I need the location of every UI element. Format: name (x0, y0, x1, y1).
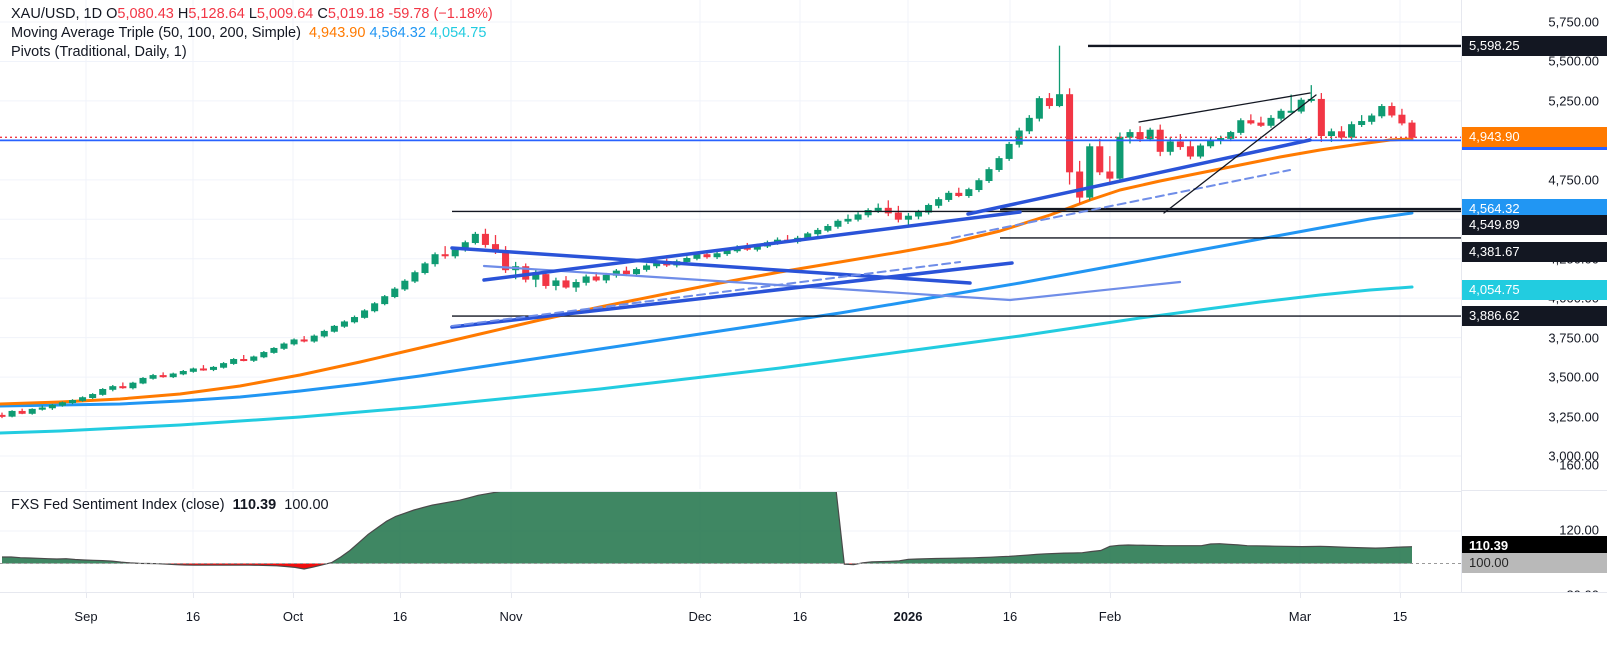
time-axis-tick-mark (1110, 593, 1111, 598)
price-axis-tick: 3,000.00 (1548, 448, 1599, 464)
legend-ma50-value: 4,943.90 (308, 25, 366, 41)
legend-close-value: 5,019.18 (327, 6, 385, 22)
sentiment-baseline-tag[interactable]: 100.00 (1462, 552, 1607, 573)
time-axis-label: Feb (1098, 609, 1122, 624)
legend-row-quote[interactable]: XAU/USD, 1D O5,080.43 H5,128.64 L5,009.6… (11, 5, 493, 24)
sentiment-series-svg (0, 492, 1462, 592)
legend-low-label: L (248, 6, 257, 22)
time-axis-label: 16 (185, 609, 201, 624)
time-axis-tick-mark (86, 593, 87, 598)
legend-row-moving-average[interactable]: Moving Average Triple (50, 100, 200, Sim… (11, 24, 493, 43)
legend-open-label: O (106, 6, 118, 22)
price-axis-tick: 5,750.00 (1548, 14, 1599, 30)
legend-high-label: H (177, 6, 189, 22)
price-axis[interactable]: 5,750.005,500.005,250.005,000.004,750.00… (1461, 0, 1607, 603)
legend-pivots-title[interactable]: Pivots (Traditional, Daily, 1) (11, 44, 187, 60)
sentiment-axis-tick: 160.00 (1559, 457, 1599, 473)
legend-high-value: 5,128.64 (188, 6, 245, 22)
legend-open-value: 5,080.43 (117, 6, 174, 22)
time-axis-label: 15 (1392, 609, 1408, 624)
price-axis-tag[interactable]: 4,381.67 (1462, 241, 1607, 262)
time-axis-tick-mark (293, 593, 294, 598)
legend-ma200-value: 4,054.75 (429, 25, 487, 41)
time-axis-tick-mark (1300, 593, 1301, 598)
time-axis-label: 16 (792, 609, 808, 624)
price-axis-tick: 3,750.00 (1548, 330, 1599, 346)
time-axis[interactable]: Sep 16 Oct 16 Nov Dec 16 2026 16 Feb Mar 15 (0, 592, 1607, 650)
time-axis-label: Mar (1288, 609, 1312, 624)
time-axis-tick-mark (1010, 593, 1011, 598)
time-axis-tick-mark (193, 593, 194, 598)
time-axis-label: Nov (499, 609, 523, 624)
time-axis-tick-mark (1400, 593, 1401, 598)
price-pane[interactable]: XAU/USD, 1D O5,080.43 H5,128.64 L5,009.6… (0, 0, 1607, 489)
price-axis-tag[interactable]: 4,564.32 (1462, 199, 1607, 220)
legend-low-value: 5,009.64 (256, 6, 314, 22)
sentiment-current-tag[interactable]: 110.39 (1462, 535, 1607, 556)
price-axis-tag[interactable]: 4,943.90 (1462, 127, 1607, 148)
time-axis-label: Dec (688, 609, 712, 624)
time-axis-label: Sep (74, 609, 98, 624)
sentiment-baseline: 100.00 (284, 497, 329, 513)
time-axis-tick-mark (800, 593, 801, 598)
chart-legend: XAU/USD, 1D O5,080.43 H5,128.64 L5,009.6… (11, 5, 493, 62)
price-axis-tick: 3,250.00 (1548, 409, 1599, 425)
time-axis-label: 16 (392, 609, 408, 624)
time-axis-tick-mark (700, 593, 701, 598)
sentiment-title[interactable]: FXS Fed Sentiment Index (close) (11, 497, 225, 513)
legend-change-percent: (−1.18%) (433, 6, 493, 22)
legend-symbol[interactable]: XAU/USD, 1D (11, 6, 103, 22)
price-axis-tag[interactable]: 5,598.25 (1462, 35, 1607, 56)
sentiment-axis-tick: 120.00 (1559, 522, 1599, 538)
sentiment-legend[interactable]: FXS Fed Sentiment Index (close) 110.39 1… (11, 497, 329, 513)
price-axis-pane-separator (1462, 490, 1607, 491)
time-axis-tick-mark (400, 593, 401, 598)
price-axis-tick: 4,750.00 (1548, 172, 1599, 188)
legend-close-label: C (317, 6, 328, 22)
price-axis-tick: 3,500.00 (1548, 369, 1599, 385)
legend-change: -59.78 (388, 6, 430, 22)
time-axis-label: Oct (282, 609, 304, 624)
time-axis-label: 2026 (893, 609, 923, 624)
price-axis-tag[interactable]: 3,886.62 (1462, 306, 1607, 327)
price-plot-area[interactable] (0, 0, 1462, 489)
price-axis-tag[interactable]: 4,549.89 (1462, 215, 1607, 236)
sentiment-plot-area[interactable] (0, 492, 1462, 592)
price-axis-tick: 5,500.00 (1548, 53, 1599, 69)
sentiment-value: 110.39 (232, 497, 277, 513)
price-series-svg (0, 0, 1462, 489)
time-axis-tick-mark (908, 593, 909, 598)
legend-ma100-value: 4,564.32 (369, 25, 426, 41)
price-axis-tag[interactable]: 4,054.75 (1462, 279, 1607, 300)
legend-row-pivots[interactable]: Pivots (Traditional, Daily, 1) (11, 43, 493, 62)
time-axis-label: 16 (1002, 609, 1018, 624)
price-axis-tick: 5,250.00 (1548, 93, 1599, 109)
legend-ma-title[interactable]: Moving Average Triple (50, 100, 200, Sim… (11, 25, 301, 41)
sentiment-index-pane[interactable]: FXS Fed Sentiment Index (close) 110.39 1… (0, 491, 1607, 592)
time-axis-tick-mark (511, 593, 512, 598)
